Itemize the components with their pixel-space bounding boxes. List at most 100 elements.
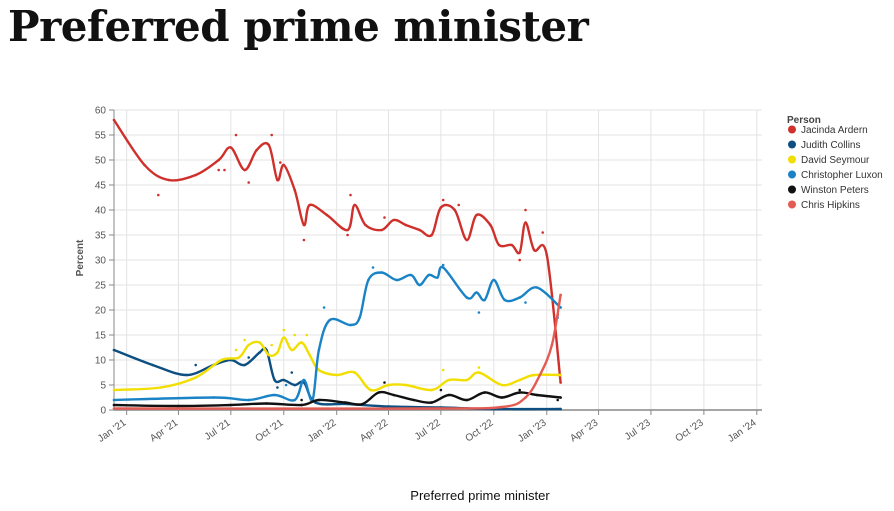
y-tick-label: 55	[95, 131, 107, 142]
data-point	[538, 373, 542, 377]
legend-swatch-david-seymour	[788, 155, 796, 164]
poll-dot	[300, 398, 303, 402]
legend-label-christopher-luxon: Christopher Luxon	[801, 170, 883, 181]
data-point	[177, 404, 180, 408]
data-point	[317, 398, 321, 402]
data-point	[112, 398, 116, 402]
poll-dot	[524, 208, 527, 212]
data-point	[361, 402, 364, 406]
x-tick-label: Jul '22	[413, 417, 443, 443]
data-point	[300, 403, 303, 407]
data-point	[524, 396, 527, 399]
legend-label-jacinda-ardern: Jacinda Ardern	[801, 125, 868, 136]
data-point	[255, 148, 258, 152]
poll-dot	[247, 181, 250, 184]
poll-dot	[243, 338, 246, 342]
data-point	[436, 276, 439, 279]
poll-dot	[556, 398, 559, 402]
data-point	[229, 403, 233, 407]
poll-dot	[349, 193, 352, 197]
data-point	[418, 283, 421, 287]
data-point	[412, 398, 416, 402]
data-point	[503, 298, 507, 302]
poll-dot	[518, 388, 521, 392]
poll-dot	[284, 383, 288, 387]
data-point	[477, 371, 481, 374]
data-point	[317, 348, 321, 352]
poll-dot	[234, 348, 238, 352]
series-david-seymour	[112, 328, 562, 392]
series-jacinda-ardern	[112, 118, 562, 384]
poll-dot	[518, 258, 521, 262]
data-point	[349, 323, 352, 327]
poll-dot	[279, 161, 282, 164]
data-point	[489, 223, 492, 227]
data-point	[500, 396, 504, 399]
data-point	[112, 388, 116, 392]
poll-dot	[223, 168, 226, 172]
data-point	[247, 398, 250, 402]
data-point	[430, 401, 434, 404]
data-point	[497, 243, 501, 247]
poll-dot	[293, 333, 297, 337]
data-point	[524, 221, 527, 224]
chart-caption: Preferred prime minister	[410, 488, 550, 503]
data-point	[377, 391, 381, 394]
data-point	[404, 383, 408, 387]
legend-swatch-winston-peters	[788, 185, 796, 194]
poll-dot	[247, 356, 250, 359]
data-point	[465, 398, 469, 402]
data-point	[475, 213, 478, 217]
data-point	[518, 296, 521, 299]
poll-dot	[234, 133, 238, 137]
data-point	[159, 386, 162, 389]
data-point	[367, 278, 370, 282]
y-tick-label: 45	[95, 181, 107, 192]
data-point	[387, 405, 390, 408]
legend-title: Person	[787, 115, 821, 126]
data-point	[212, 396, 215, 399]
poll-dot	[217, 168, 220, 172]
data-point	[430, 388, 434, 392]
x-tick-label: Oct '22	[464, 417, 496, 444]
data-point	[258, 341, 261, 344]
y-axis-label: Percent	[75, 239, 86, 276]
legend-label-judith-collins: Judith Collins	[801, 140, 860, 151]
data-point	[308, 203, 312, 207]
data-point	[380, 271, 383, 274]
data-point	[265, 402, 268, 405]
x-tick-label: Jul '23	[623, 417, 653, 443]
poll-dot	[457, 203, 461, 207]
data-point	[258, 351, 261, 354]
data-point	[559, 381, 562, 384]
series-winston-peters	[112, 381, 562, 408]
data-point	[282, 378, 286, 382]
data-point	[392, 393, 396, 397]
data-point	[380, 228, 383, 232]
data-point	[492, 278, 496, 282]
poll-dot	[290, 371, 294, 374]
data-point	[559, 407, 562, 411]
x-tick-label: Oct '21	[253, 417, 285, 444]
data-point	[243, 363, 246, 367]
legend-swatch-chris-hipkins	[788, 200, 796, 209]
data-point	[282, 336, 286, 339]
poll-dot	[541, 231, 544, 234]
data-point	[276, 178, 279, 182]
poll-dot	[559, 293, 562, 297]
legend: Jacinda Ardern Judith Collins David Seymou…	[787, 115, 883, 211]
x-tick-label: Jan '22	[306, 417, 339, 445]
data-point	[364, 223, 367, 227]
data-point	[302, 223, 306, 227]
data-point	[550, 343, 554, 347]
data-point	[185, 373, 188, 377]
data-point	[483, 298, 486, 302]
page-title: Preferred prime minister	[8, 2, 589, 51]
poll-dot	[477, 366, 481, 369]
x-tick-label: Jul '21	[203, 417, 233, 443]
data-point	[483, 391, 486, 394]
poll-dot	[276, 386, 279, 389]
series-line-jacinda-ardern	[112, 118, 562, 384]
data-point	[535, 393, 539, 397]
data-point	[290, 348, 294, 352]
